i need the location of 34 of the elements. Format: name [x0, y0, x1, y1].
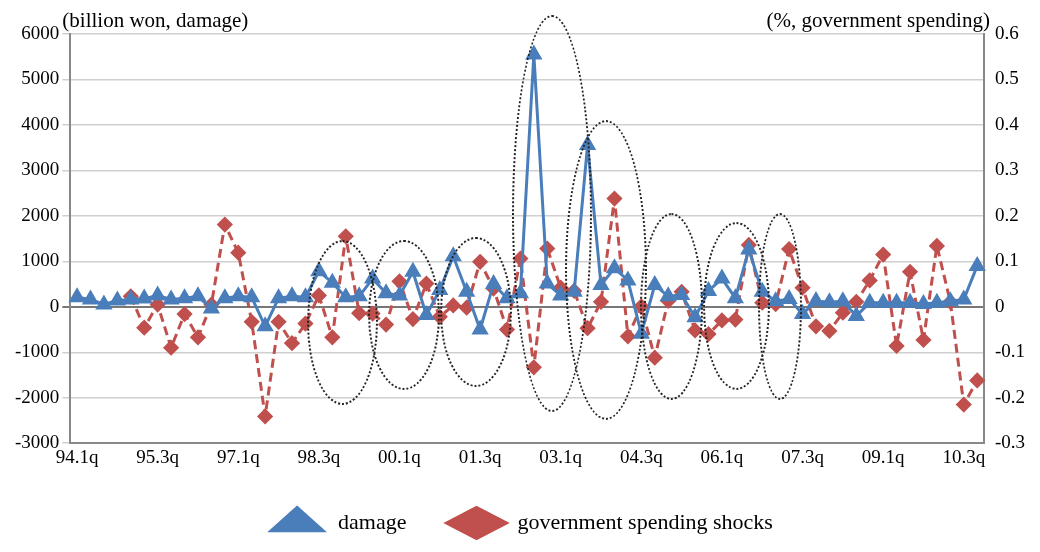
y-tick-label: 3000 [21, 158, 60, 180]
x-tick-label: 06.1q [700, 445, 744, 467]
y-tick-label: 1000 [21, 249, 60, 271]
x-tick-label: 04.3q [619, 445, 664, 467]
y2-tick-label: 0.1 [994, 249, 1019, 271]
y2-tick-label: -0.1 [994, 340, 1025, 362]
y2-tick-label: 0.3 [994, 158, 1019, 180]
y-tick-label: 2000 [21, 203, 60, 225]
y2-tick-label: 0 [994, 294, 1005, 316]
y-axis-title: (billion won, damage) [62, 8, 249, 33]
y-tick-label: 4000 [21, 112, 60, 134]
legend-label: damage [338, 508, 407, 534]
x-tick-label: 97.1q [216, 445, 261, 467]
legend-label: government spending shocks [517, 508, 773, 534]
x-tick-label: 03.1q [539, 445, 583, 467]
y-tick-label: -1000 [15, 340, 60, 362]
y-tick-label: 6000 [21, 21, 60, 43]
x-tick-label: 95.3q [136, 445, 180, 467]
x-tick-label: 07.3q [781, 445, 825, 467]
x-tick-label: 10.3q [942, 445, 986, 467]
x-tick-label: 98.3q [297, 445, 341, 467]
x-tick-label: 09.1q [861, 445, 906, 467]
y2-tick-label: 0.5 [994, 67, 1019, 89]
y2-tick-label: 0.6 [994, 21, 1019, 43]
y2-axis-title: (%, government spending) [766, 8, 990, 33]
x-tick-label: 01.3q [458, 445, 502, 467]
y2-tick-label: -0.2 [994, 385, 1025, 407]
y-tick-label: 0 [49, 294, 60, 316]
y2-tick-label: 0.4 [994, 112, 1020, 134]
y-tick-label: 5000 [21, 67, 60, 89]
y2-tick-label: 0.2 [994, 203, 1019, 225]
x-tick-label: 00.1q [378, 445, 422, 467]
y-tick-label: -2000 [15, 385, 60, 407]
y2-tick-label: -0.3 [994, 431, 1025, 453]
